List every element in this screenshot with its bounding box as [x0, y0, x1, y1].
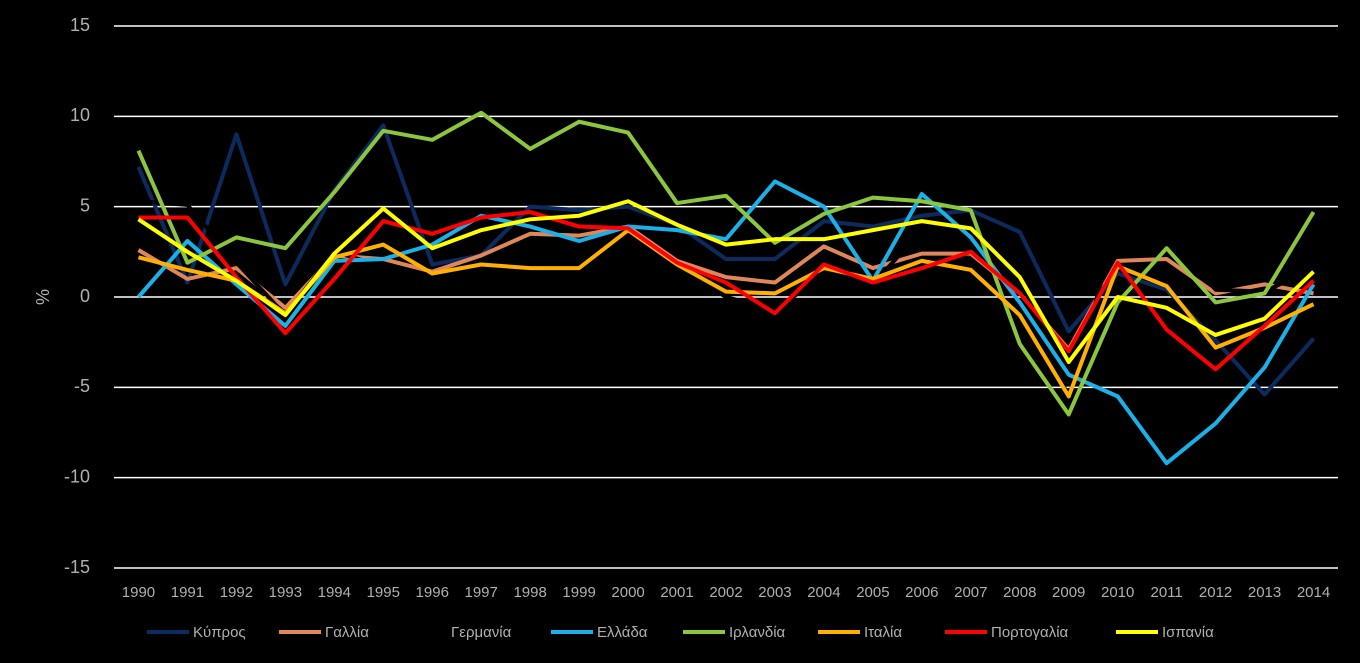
y-tick-label: 5 [80, 195, 90, 215]
x-tick-label: 2005 [856, 584, 889, 601]
legend-label: Γερμανία [451, 624, 512, 641]
x-tick-label: 1991 [171, 584, 204, 601]
y-tick-label: 15 [70, 15, 90, 35]
legend-label: Ελλάδα [597, 624, 648, 641]
x-tick-label: 2010 [1101, 584, 1134, 601]
legend-label: Ιταλία [864, 624, 902, 641]
x-tick-label: 1999 [562, 584, 595, 601]
x-tick-label: 1996 [416, 584, 449, 601]
x-tick-label: 2009 [1052, 584, 1085, 601]
series-line [137, 199, 1315, 365]
x-tick-label: 2013 [1248, 584, 1281, 601]
x-tick-label: 2008 [1003, 584, 1036, 601]
x-tick-label: 2006 [905, 584, 938, 601]
x-tick-label: 1990 [122, 584, 155, 601]
x-tick-label: 2002 [709, 584, 742, 601]
x-tick-label: 1992 [220, 584, 253, 601]
y-tick-label: -5 [74, 376, 90, 396]
x-tick-label: 1995 [367, 584, 400, 601]
y-axis-label: % [33, 289, 53, 305]
x-tick-label: 2011 [1151, 584, 1183, 601]
series-line [136, 179, 1316, 466]
x-tick-label: 2012 [1199, 584, 1232, 601]
legend-label: Πορτογαλία [991, 624, 1069, 641]
x-tick-label: 1998 [513, 584, 546, 601]
x-tick-label: 2007 [954, 584, 987, 601]
x-tick-label: 1997 [465, 584, 498, 601]
y-tick-label: -10 [64, 466, 90, 486]
x-tick-label: 2003 [758, 584, 791, 601]
x-tick-label: 1994 [318, 584, 351, 601]
legend-label: Ισπανία [1162, 624, 1214, 641]
x-tick-label: 2014 [1297, 584, 1330, 601]
y-tick-label: 0 [80, 286, 90, 306]
series-line [136, 110, 1316, 417]
series-line [137, 228, 1315, 399]
x-tick-label: 2000 [611, 584, 644, 601]
legend-label: Κύπρος [193, 624, 246, 641]
x-tick-label: 2001 [660, 584, 693, 601]
legend-label: Ιρλανδία [729, 624, 786, 641]
legend-label: Γαλλία [325, 624, 369, 641]
y-tick-label: -15 [64, 557, 90, 577]
x-tick-label: 1993 [269, 584, 302, 601]
series-line [138, 210, 1315, 372]
y-tick-label: 10 [70, 105, 90, 125]
x-tick-label: 2004 [807, 584, 840, 601]
